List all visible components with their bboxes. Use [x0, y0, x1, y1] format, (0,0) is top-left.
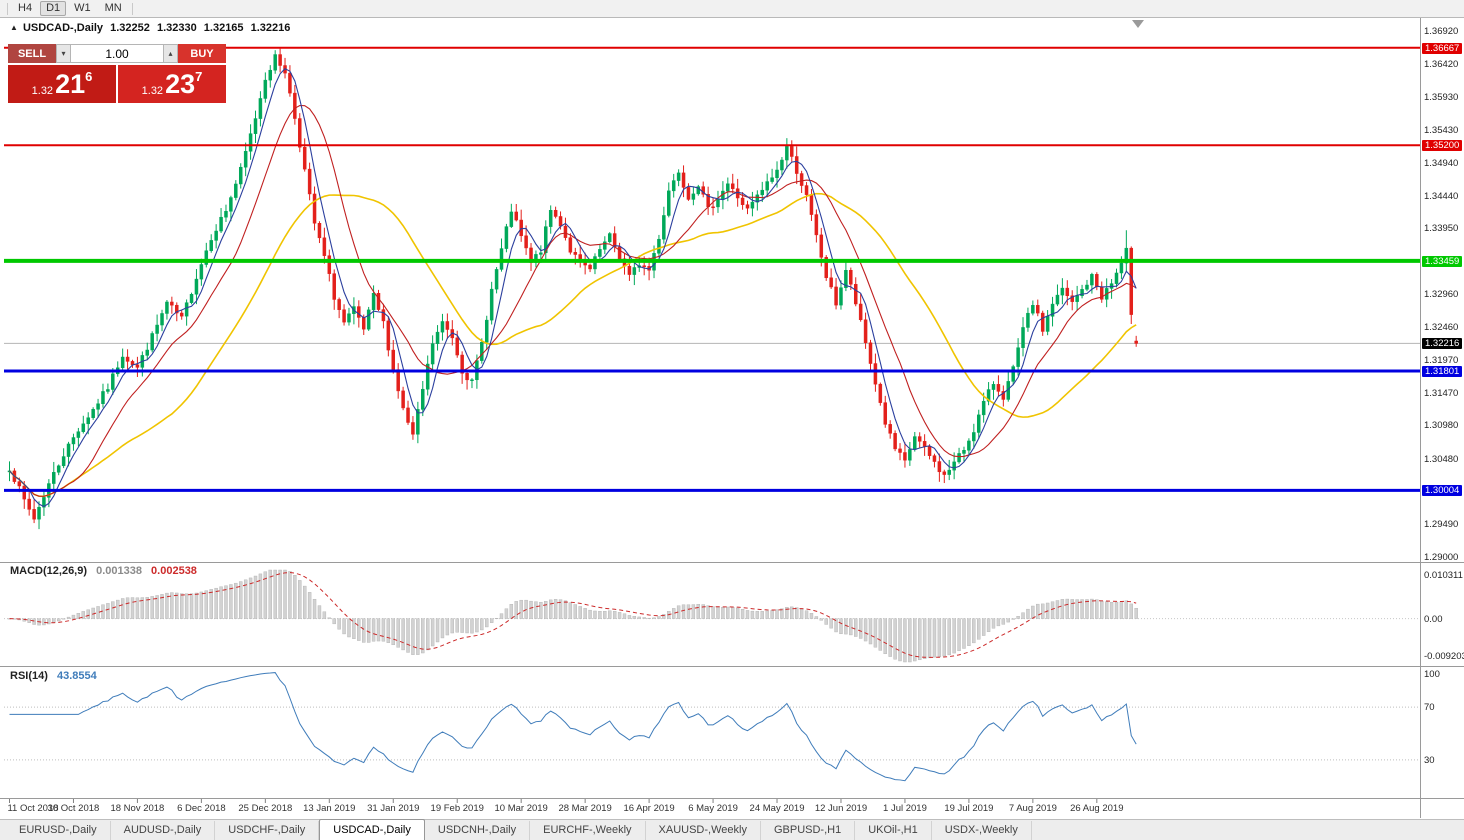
buy-price-pips: 23 [165, 68, 196, 99]
chart-tab-ukoil-h1[interactable]: UKOil-,H1 [855, 821, 932, 840]
svg-text:10 Mar 2019: 10 Mar 2019 [495, 803, 548, 814]
svg-text:24 May 2019: 24 May 2019 [750, 803, 805, 814]
ma-fast-line [9, 68, 1137, 508]
ma-mid-line [9, 104, 1137, 497]
timeframe-button-w1[interactable]: W1 [68, 1, 97, 16]
macd-signal-line [9, 572, 1137, 658]
chart-tab-usdcnh-daily[interactable]: USDCNH-,Daily [425, 821, 531, 840]
macd-name: MACD(12,26,9) [10, 565, 88, 577]
lot-decrease-button[interactable]: ▾ [56, 44, 71, 63]
macd-indicator-label: MACD(12,26,9) 0.001338 0.002538 [10, 565, 203, 577]
toolbar-separator [131, 2, 133, 15]
chevron-up-icon: ▴ [168, 49, 173, 58]
svg-text:28 Mar 2019: 28 Mar 2019 [558, 803, 611, 814]
timeframe-button-mn[interactable]: MN [99, 1, 128, 16]
buy-price-point: 7 [195, 69, 203, 84]
svg-text:25 Dec 2018: 25 Dec 2018 [238, 803, 292, 814]
chart-tab-usdcad-daily[interactable]: USDCAD-,Daily [319, 819, 425, 840]
toolbar-separator [7, 2, 8, 15]
svg-text:11 Oct 2018: 11 Oct 2018 [7, 803, 58, 814]
macd-histogram [7, 569, 1138, 663]
svg-text:19 Jul 2019: 19 Jul 2019 [944, 803, 993, 814]
timeframe-button-d1[interactable]: D1 [40, 1, 67, 16]
svg-text:18 Nov 2018: 18 Nov 2018 [110, 803, 164, 814]
svg-text:7 Aug 2019: 7 Aug 2019 [1009, 803, 1057, 814]
buy-price-display[interactable]: 1.32 23 7 [118, 65, 226, 103]
lot-size-input[interactable] [71, 44, 163, 63]
chart-shift-marker[interactable] [1132, 20, 1144, 28]
chart-title: ▲ USDCAD-,Daily 1.32252 1.32330 1.32165 … [10, 22, 294, 34]
one-click-trading-panel: SELL ▾ ▴ BUY 1.32 21 6 1.32 23 7 [8, 44, 226, 103]
sell-price-display[interactable]: 1.32 21 6 [8, 65, 116, 103]
chart-tab-eurusd-daily[interactable]: EURUSD-,Daily [6, 821, 111, 840]
panel-separators [0, 18, 1464, 818]
chart-tab-xauusd-weekly[interactable]: XAUUSD-,Weekly [646, 821, 761, 840]
chart-symbol-label: USDCAD-,Daily [22, 22, 104, 34]
buy-price-prefix: 1.32 [141, 85, 164, 97]
chart-tab-bar: EURUSD-,Daily AUDUSD-,Daily USDCHF-,Daily U… [0, 819, 1464, 840]
rsi-line [9, 672, 1137, 782]
rsi-value: 43.8554 [56, 670, 97, 682]
svg-text:31 Jan 2019: 31 Jan 2019 [367, 803, 419, 814]
chart-tab-gbpusd-h1[interactable]: GBPUSD-,H1 [761, 821, 856, 840]
ohlc-high: 1.32330 [156, 22, 197, 34]
svg-text:6 Dec 2018: 6 Dec 2018 [177, 803, 226, 814]
timeframe-button-h4[interactable]: H4 [12, 1, 38, 16]
lot-increase-button[interactable]: ▴ [163, 44, 178, 63]
sell-price-prefix: 1.32 [31, 85, 54, 97]
ohlc-close: 1.32216 [250, 22, 291, 34]
ma-slow-line [8, 192, 1137, 498]
sell-price-pips: 21 [55, 68, 86, 99]
buy-button[interactable]: BUY [178, 44, 226, 63]
ohlc-open: 1.32252 [110, 22, 150, 34]
svg-text:6 May 2019: 6 May 2019 [688, 803, 738, 814]
sell-button[interactable]: SELL [8, 44, 56, 63]
chart-tab-usdchf-daily[interactable]: USDCHF-,Daily [215, 821, 320, 840]
timeframe-toolbar: H4 D1 W1 MN [0, 0, 1464, 18]
svg-text:26 Aug 2019: 26 Aug 2019 [1070, 803, 1123, 814]
svg-text:1 Jul 2019: 1 Jul 2019 [883, 803, 927, 814]
window-collapse-icon[interactable]: ▲ [10, 23, 18, 32]
macd-signal-value: 0.002538 [151, 565, 197, 577]
svg-text:12 Jun 2019: 12 Jun 2019 [815, 803, 867, 814]
candlestick-series [7, 48, 1138, 530]
rsi-name: RSI(14) [10, 670, 48, 682]
macd-main-value: 0.001338 [96, 565, 142, 577]
timeframe-button-group: H4 D1 W1 MN [11, 1, 129, 16]
ohlc-low: 1.32165 [203, 22, 244, 34]
chart-tab-audusd-daily[interactable]: AUDUSD-,Daily [111, 821, 216, 840]
svg-text:19 Feb 2019: 19 Feb 2019 [431, 803, 484, 814]
svg-text:16 Apr 2019: 16 Apr 2019 [623, 803, 674, 814]
chart-tab-eurchf-weekly[interactable]: EURCHF-,Weekly [530, 821, 646, 840]
chart-tab-usdx-weekly[interactable]: USDX-,Weekly [932, 821, 1032, 840]
chevron-down-icon: ▾ [61, 49, 66, 58]
sell-price-point: 6 [85, 69, 93, 84]
svg-text:13 Jan 2019: 13 Jan 2019 [303, 803, 355, 814]
rsi-indicator-label: RSI(14) 43.8554 [10, 670, 103, 682]
svg-text:30 Oct 2018: 30 Oct 2018 [48, 803, 100, 814]
